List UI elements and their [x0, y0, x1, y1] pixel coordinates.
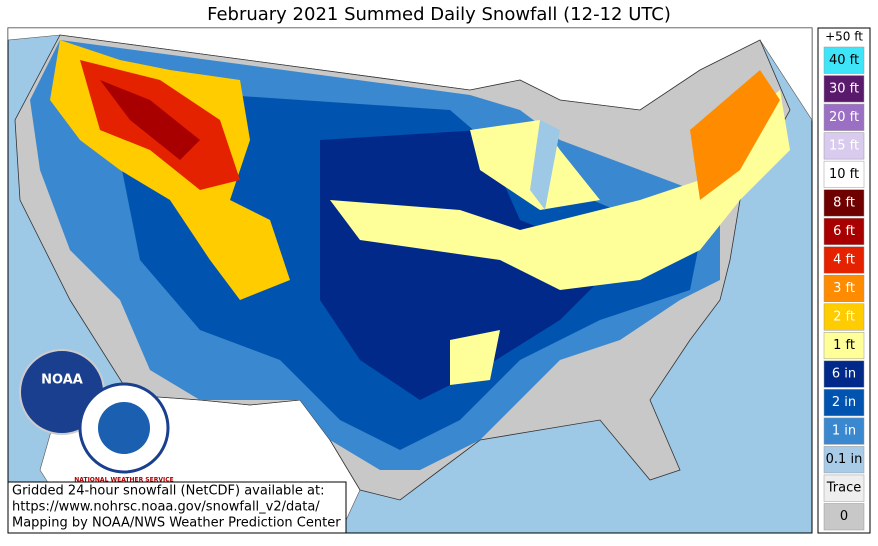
legend-swatch: [823, 75, 865, 103]
legend-swatch: [823, 217, 865, 245]
title: February 2021 Summed Daily Snowfall (12-…: [207, 4, 671, 25]
legend-swatch: [823, 246, 865, 274]
legend-label: 0: [840, 509, 848, 524]
footer-line: Gridded 24-hour snowfall (NetCDF) availa…: [12, 484, 324, 499]
legend-label: 1 ft: [833, 338, 855, 353]
legend-swatch: [823, 503, 865, 531]
legend-swatch: [823, 274, 865, 303]
legend-label: 2 in: [832, 395, 856, 410]
legend-label: 30 ft: [829, 81, 859, 96]
legend-swatch: [823, 189, 865, 217]
legend-label: 40 ft: [829, 53, 859, 68]
legend-label: 8 ft: [833, 195, 855, 210]
footer-line: https://www.nohrsc.noaa.gov/snowfall_v2/…: [12, 500, 320, 515]
snow-1ft-south: [450, 330, 500, 385]
legend-swatch: [823, 103, 865, 131]
snow-1ft: [330, 90, 790, 290]
map: NOAA NATIONAL WEATHER SERVICE: [7, 27, 813, 534]
nws-logo-inner: [98, 402, 150, 454]
legend-label: 6 in: [832, 367, 856, 382]
legend-label: 4 ft: [833, 252, 855, 267]
legend-swatch: [823, 360, 865, 388]
lake-michigan: [530, 120, 560, 210]
legend-swatch: [823, 160, 865, 188]
legend-swatch: [823, 446, 865, 474]
legend: +50 ft 40 ft 30 ft 20 ft 15 ft 10 ft 8 ft 6 ft…: [817, 27, 871, 534]
legend-label: Trace: [826, 481, 862, 496]
legend-swatch: [823, 46, 865, 74]
snow-3ft-ne: [690, 70, 780, 200]
legend-label: 20 ft: [829, 110, 859, 125]
legend-label: 6 ft: [833, 224, 855, 239]
legend-swatch: [823, 132, 865, 160]
legend-swatch: [823, 332, 865, 360]
nws-logo-text: NATIONAL WEATHER SERVICE: [74, 477, 173, 484]
legend-swatch: [823, 417, 865, 445]
legend-label: 15 ft: [829, 138, 859, 153]
legend-label: 1 in: [832, 424, 856, 439]
legend-swatch: [823, 389, 865, 417]
snow-6in: [320, 130, 620, 400]
footer: Gridded 24-hour snowfall (NetCDF) availa…: [7, 481, 347, 534]
legend-label: 0.1 in: [826, 452, 863, 467]
footer-line: Mapping by NOAA/NWS Weather Prediction C…: [12, 516, 341, 531]
legend-label: 2 ft: [833, 310, 855, 325]
legend-swatch: [823, 303, 865, 331]
legend-swatch: [823, 474, 865, 502]
legend-label: 3 ft: [833, 281, 855, 296]
legend-top-label: +50 ft: [825, 30, 863, 44]
snow-6ft: [100, 80, 200, 160]
noaa-logo-text: NOAA: [41, 373, 83, 388]
footer-box: [7, 481, 347, 534]
legend-label: 10 ft: [829, 167, 859, 182]
